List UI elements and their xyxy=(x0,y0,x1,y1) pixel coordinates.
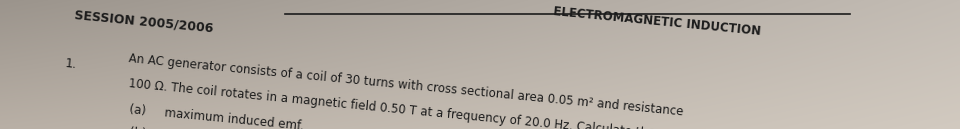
Text: (b)     maxi: (b) maxi xyxy=(129,126,194,129)
Text: 1.: 1. xyxy=(64,57,77,71)
Text: SESSION 2005/2006: SESSION 2005/2006 xyxy=(74,9,214,35)
Text: An AC generator consists of a coil of 30 turns with cross sectional area 0.05 m²: An AC generator consists of a coil of 30… xyxy=(129,52,684,118)
Text: (a)     maximum induced emf.: (a) maximum induced emf. xyxy=(129,103,304,129)
Text: ELECTROMAGNETIC INDUCTION: ELECTROMAGNETIC INDUCTION xyxy=(553,6,761,38)
Text: 100 Ω. The coil rotates in a magnetic field 0.50 T at a frequency of 20.0 Hz. Ca: 100 Ω. The coil rotates in a magnetic fi… xyxy=(129,77,656,129)
